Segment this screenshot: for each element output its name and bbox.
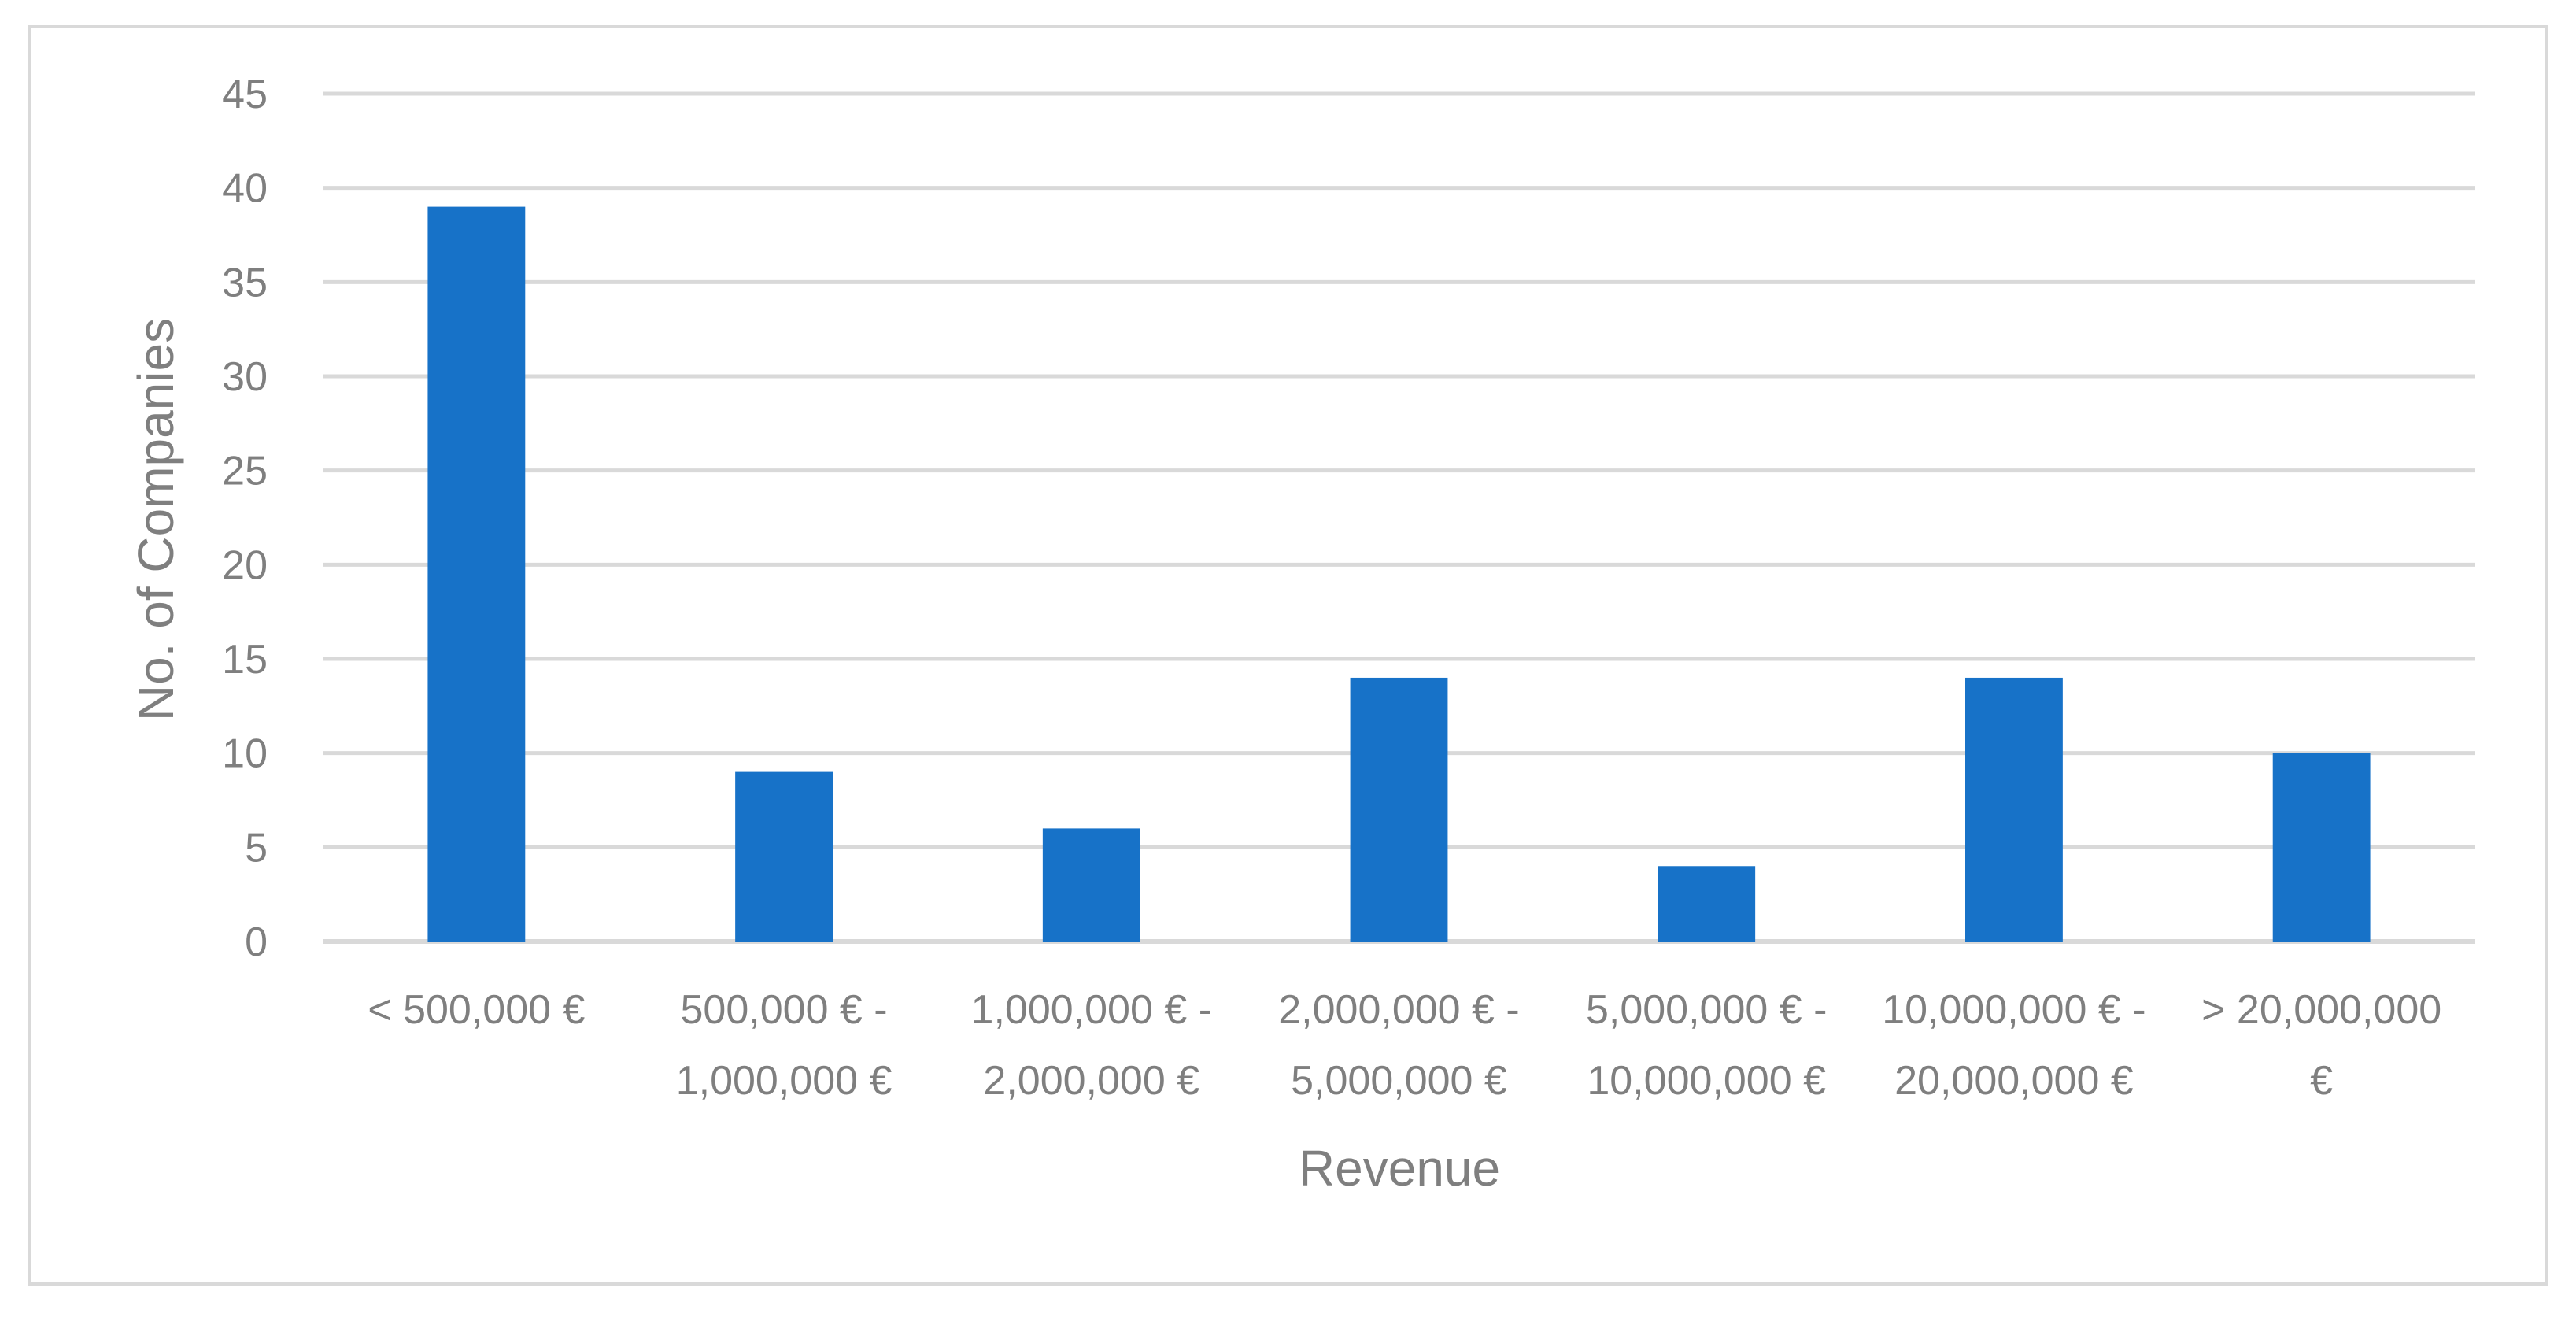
y-tick-label: 5 <box>245 825 268 871</box>
gridlines <box>323 91 2475 944</box>
bar <box>427 206 526 942</box>
y-tick-label: 0 <box>245 919 268 965</box>
y-tick-label: 35 <box>222 260 268 305</box>
bar <box>1350 677 1448 942</box>
bar <box>2272 753 2371 942</box>
y-tick-label: 25 <box>222 449 268 494</box>
bar <box>1042 828 1140 942</box>
x-tick-label: < 500,000 € <box>368 987 585 1033</box>
y-tick-label: 40 <box>222 166 268 212</box>
x-tick-label: 2,000,000 € -5,000,000 € <box>1278 987 1519 1104</box>
y-axis-title: No. of Companies <box>128 318 184 721</box>
y-tick-label: 10 <box>222 731 268 777</box>
y-tick-label: 30 <box>222 354 268 400</box>
bars <box>427 206 2371 942</box>
bar <box>1658 866 1756 942</box>
y-tick-label: 15 <box>222 637 268 683</box>
x-tick-label: 500,000 € -1,000,000 € <box>676 987 893 1104</box>
x-axis-title: Revenue <box>1299 1140 1500 1197</box>
x-axis-ticks: < 500,000 € 500,000 € -1,000,000 € 1,000,0… <box>368 987 2441 1104</box>
bar <box>1965 677 2063 942</box>
y-tick-label: 45 <box>222 72 268 117</box>
x-tick-label: 10,000,000 € -20,000,000 € <box>1882 987 2145 1104</box>
x-tick-label: > 20,000,000 € <box>2201 987 2441 1104</box>
y-axis-ticks: 0 5 10 15 20 25 30 35 40 45 <box>222 72 268 965</box>
x-tick-label: 1,000,000 € -2,000,000 € <box>971 987 1212 1104</box>
bar <box>735 771 833 942</box>
y-tick-label: 20 <box>222 542 268 588</box>
x-tick-label: 5,000,000 € -10,000,000 € <box>1586 987 1827 1104</box>
